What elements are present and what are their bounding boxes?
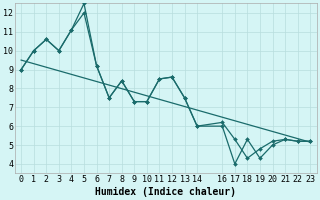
X-axis label: Humidex (Indice chaleur): Humidex (Indice chaleur) xyxy=(95,186,236,197)
